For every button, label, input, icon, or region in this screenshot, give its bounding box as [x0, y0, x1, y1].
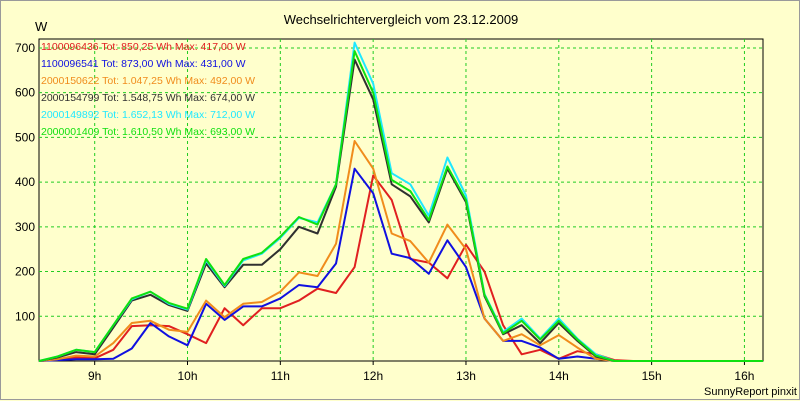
chart-title: Wechselrichtervergleich vom 23.12.2009 [284, 12, 519, 27]
y-axis-ticks: 100 200 300 400 500 600 700 [15, 41, 35, 323]
y-tick-label: 100 [15, 309, 35, 323]
legend-entry-1100096436: 1100096436 Tot: 850,25 Wh Max: 417,00 W [41, 41, 246, 53]
legend-entry-2000001409: 2000001409 Tot: 1.610,50 Wh Max: 693,00 … [41, 126, 255, 138]
y-tick-label: 500 [15, 130, 35, 144]
y-tick-label: 200 [15, 265, 35, 279]
x-tick-label: 11h [271, 369, 290, 383]
legend-entry-2000149892: 2000149892 Tot: 1.652,13 Wh Max: 712,00 … [41, 109, 255, 121]
y-tick-label: 300 [15, 220, 35, 234]
x-tick-label: 15h [642, 369, 662, 383]
x-tick-label: 13h [456, 369, 476, 383]
legend-entry-2000150622: 2000150622 Tot: 1.047,25 Wh Max: 492,00 … [41, 75, 255, 87]
x-axis-ticks: 9h 10h 11h 12h 13h 14h 15h 16h [88, 361, 754, 383]
y-tick-label: 600 [15, 86, 35, 100]
x-tick-label: 14h [549, 369, 569, 383]
chart-credit: SunnyReport pinxit [704, 386, 797, 398]
series-line-2000001409 [38, 50, 763, 362]
x-tick-label: 9h [88, 369, 101, 383]
y-tick-label: 400 [15, 175, 35, 189]
plot-area [38, 38, 764, 362]
x-tick-label: 12h [363, 369, 383, 383]
y-axis-unit: W [35, 19, 48, 34]
y-tick-label: 700 [15, 41, 35, 55]
x-tick-label: 10h [177, 369, 197, 383]
legend-entry-1100096541: 1100096541 Tot: 873,00 Wh Max: 431,00 W [41, 58, 246, 70]
legend: 1100096436 Tot: 850,25 Wh Max: 417,00 W 1… [41, 41, 255, 138]
series-lines [38, 41, 763, 362]
legend-entry-2000154799: 2000154799 Tot: 1.548,75 Wh Max: 674,00 … [41, 92, 255, 104]
x-tick-label: 16h [734, 369, 754, 383]
